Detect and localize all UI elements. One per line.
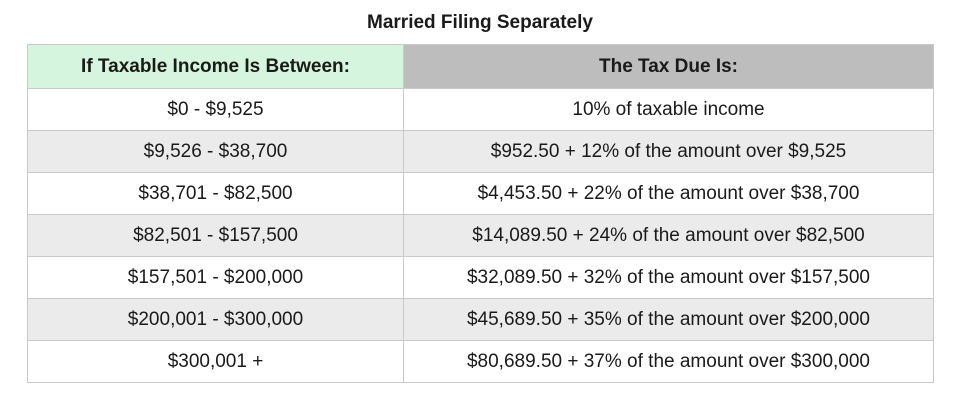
table-row: $200,001 - $300,000 $45,689.50 + 35% of … <box>27 298 934 341</box>
income-range-cell: $300,001 + <box>27 340 404 383</box>
table-row: $0 - $9,525 10% of taxable income <box>27 88 934 131</box>
tax-bracket-table: If Taxable Income Is Between: The Tax Du… <box>27 44 934 383</box>
income-range-header: If Taxable Income Is Between: <box>27 44 404 89</box>
table-row: $38,701 - $82,500 $4,453.50 + 22% of the… <box>27 172 934 215</box>
income-range-cell: $82,501 - $157,500 <box>27 214 404 257</box>
tax-due-cell: $4,453.50 + 22% of the amount over $38,7… <box>403 172 934 215</box>
table-row: $157,501 - $200,000 $32,089.50 + 32% of … <box>27 256 934 299</box>
table-row: $300,001 + $80,689.50 + 37% of the amoun… <box>27 340 934 383</box>
tax-due-cell: $45,689.50 + 35% of the amount over $200… <box>403 298 934 341</box>
income-range-cell: $200,001 - $300,000 <box>27 298 404 341</box>
tax-due-cell: 10% of taxable income <box>403 88 934 131</box>
tax-due-cell: $14,089.50 + 24% of the amount over $82,… <box>403 214 934 257</box>
tax-due-header: The Tax Due Is: <box>403 44 934 89</box>
tax-due-cell: $32,089.50 + 32% of the amount over $157… <box>403 256 934 299</box>
income-range-cell: $157,501 - $200,000 <box>27 256 404 299</box>
page-title: Married Filing Separately <box>367 12 593 33</box>
income-range-cell: $38,701 - $82,500 <box>27 172 404 215</box>
income-range-cell: $0 - $9,525 <box>27 88 404 131</box>
income-range-cell: $9,526 - $38,700 <box>27 130 404 173</box>
table-header-row: If Taxable Income Is Between: The Tax Du… <box>27 44 934 89</box>
tax-due-cell: $80,689.50 + 37% of the amount over $300… <box>403 340 934 383</box>
table-row: $9,526 - $38,700 $952.50 + 12% of the am… <box>27 130 934 173</box>
tax-due-cell: $952.50 + 12% of the amount over $9,525 <box>403 130 934 173</box>
table-row: $82,501 - $157,500 $14,089.50 + 24% of t… <box>27 214 934 257</box>
